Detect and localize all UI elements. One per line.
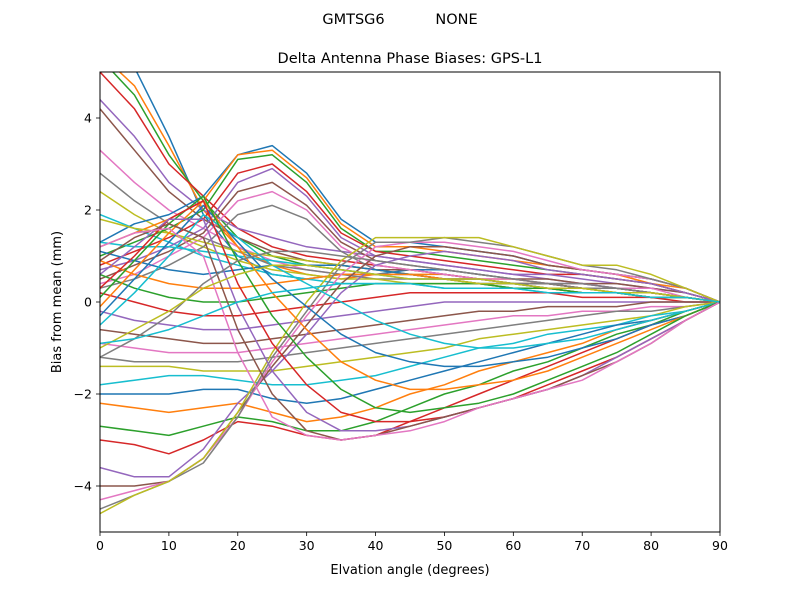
y-tick-label: 0	[84, 295, 92, 310]
x-tick-label: 10	[161, 538, 177, 553]
x-tick-label: 80	[643, 538, 659, 553]
x-tick-label: 20	[230, 538, 246, 553]
series-line-43	[100, 195, 720, 414]
series-line-28	[100, 301, 720, 363]
x-tick-label: 50	[436, 538, 452, 553]
series-line-40	[100, 213, 720, 349]
y-axis: −4 −2 0 2 4	[74, 111, 100, 494]
series-line-48	[100, 250, 720, 358]
x-tick-label: 70	[574, 538, 590, 553]
x-tick-label: 90	[712, 538, 728, 553]
series-line-39	[100, 236, 720, 515]
series-line-33	[100, 301, 720, 437]
series-line-50	[100, 282, 720, 345]
x-axis: 0 10 20 30 40 50 60 70 80 90	[96, 532, 728, 553]
y-tick-label: 2	[84, 203, 92, 218]
series-line-41	[100, 204, 720, 368]
series-line-31	[100, 301, 720, 404]
series-line-38	[100, 236, 720, 510]
y-tick-label: −2	[74, 387, 92, 402]
series-line-29	[100, 301, 720, 372]
series-line-26	[100, 301, 720, 345]
series-layer	[100, 72, 720, 515]
x-tick-label: 0	[96, 538, 104, 553]
series-line-47	[100, 227, 720, 441]
chart-title: Delta Antenna Phase Biases: GPS-L1	[278, 51, 543, 67]
y-tick-label: −4	[74, 479, 92, 494]
y-tick-label: 4	[84, 111, 92, 126]
figure-suptitle: GMTSG6 NONE	[322, 12, 477, 28]
x-tick-label: 30	[299, 538, 315, 553]
series-line-35	[100, 250, 720, 478]
y-axis-label: Bias from mean (mm)	[50, 231, 65, 373]
x-tick-label: 40	[368, 538, 384, 553]
series-line-25	[100, 301, 720, 331]
x-tick-label: 60	[505, 538, 521, 553]
x-axis-label: Elvation angle (degrees)	[330, 563, 489, 578]
